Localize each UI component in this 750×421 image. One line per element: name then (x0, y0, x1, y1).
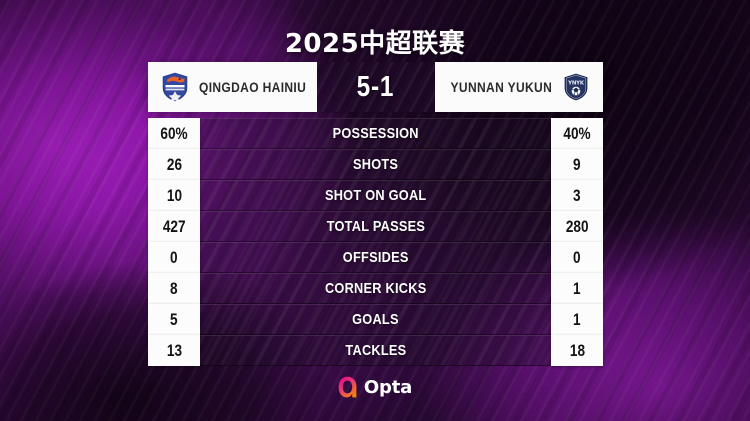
score-box: 5-1 (316, 62, 435, 112)
stat-label: SHOTS (352, 156, 399, 173)
away-value-cell: 1 (551, 304, 603, 335)
away-value: 1 (573, 309, 581, 329)
away-value-cell: 9 (551, 149, 603, 180)
stat-label-cell: SHOTS (200, 149, 551, 180)
stat-label-cell: POSSESSION (200, 118, 551, 149)
home-value: 13 (166, 340, 182, 360)
stat-label: SHOT ON GOAL (324, 187, 427, 204)
away-value: 280 (565, 216, 589, 236)
away-team-name: YUNNAN YUKUN (450, 79, 552, 95)
yunnan-yukun-crest-icon: YNYK (561, 71, 591, 103)
away-value: 3 (573, 185, 581, 205)
home-value: 10 (166, 185, 182, 205)
away-team-box: YUNNAN YUKUN YNYK (434, 62, 603, 112)
stat-label-cell: TOTAL PASSES (200, 211, 551, 242)
away-value-cell: 3 (551, 180, 603, 211)
away-value: 0 (573, 247, 581, 267)
away-value-cell: 40% (551, 118, 603, 149)
table-row: 8 CORNER KICKS 1 (148, 273, 603, 304)
home-value-cell: 5 (148, 304, 200, 335)
stat-label-cell: TACKLES (200, 335, 551, 366)
match-header-bar: QINGDAO HAINIU 5-1 YUNNAN YUKUN YNYK (148, 62, 603, 112)
stat-label: OFFSIDES (342, 249, 409, 266)
away-value-cell: 280 (551, 211, 603, 242)
table-row: 26 SHOTS 9 (148, 149, 603, 180)
home-value: 60% (160, 123, 188, 143)
table-row: 60% POSSESSION 40% (148, 118, 603, 149)
home-value-cell: 60% (148, 118, 200, 149)
stat-label: CORNER KICKS (324, 280, 427, 297)
home-team-name: QINGDAO HAINIU (199, 79, 307, 95)
stat-label-cell: OFFSIDES (200, 242, 551, 273)
home-team-box: QINGDAO HAINIU (148, 62, 317, 112)
home-value-cell: 8 (148, 273, 200, 304)
home-value: 8 (170, 278, 178, 298)
home-value-cell: 10 (148, 180, 200, 211)
away-value: 1 (573, 278, 581, 298)
stat-label-cell: CORNER KICKS (200, 273, 551, 304)
home-value: 427 (162, 216, 186, 236)
away-value: 18 (569, 340, 585, 360)
stat-label: POSSESSION (332, 125, 419, 142)
table-row: 13 TACKLES 18 (148, 335, 603, 366)
home-value-cell: 0 (148, 242, 200, 273)
stat-label: TOTAL PASSES (326, 218, 425, 235)
opta-branding: Opta (0, 376, 750, 398)
away-value-cell: 0 (551, 242, 603, 273)
svg-text:YNYK: YNYK (567, 80, 585, 86)
score-text: 5-1 (356, 70, 395, 103)
table-row: 5 GOALS 1 (148, 304, 603, 335)
table-row: 0 OFFSIDES 0 (148, 242, 603, 273)
match-stats-table: 60% POSSESSION 40% 26 SHOTS 9 10 SHOT ON… (148, 118, 603, 366)
away-value: 40% (563, 123, 591, 143)
stat-label-cell: GOALS (200, 304, 551, 335)
home-value-cell: 13 (148, 335, 200, 366)
stat-label: TACKLES (344, 342, 407, 359)
away-value-cell: 1 (551, 273, 603, 304)
page-title: 2025中超联赛 (284, 29, 466, 59)
qingdao-hainiu-crest-icon (160, 71, 190, 103)
stat-label: GOALS (352, 311, 399, 328)
away-value: 9 (573, 154, 581, 174)
home-value: 5 (170, 309, 178, 329)
table-row: 10 SHOT ON GOAL 3 (148, 180, 603, 211)
home-value-cell: 26 (148, 149, 200, 180)
home-value-cell: 427 (148, 211, 200, 242)
opta-logo-icon (338, 376, 357, 398)
opta-wordmark: Opta (363, 376, 413, 398)
away-value-cell: 18 (551, 335, 603, 366)
home-value: 26 (166, 154, 182, 174)
stat-label-cell: SHOT ON GOAL (200, 180, 551, 211)
table-row: 427 TOTAL PASSES 280 (148, 211, 603, 242)
home-value: 0 (170, 247, 178, 267)
